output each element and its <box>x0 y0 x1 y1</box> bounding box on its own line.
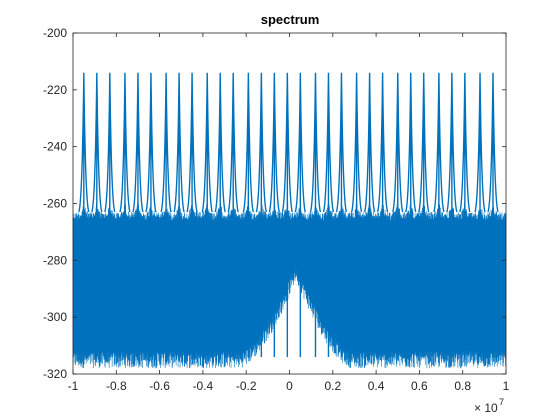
spectrum-peak <box>201 72 213 357</box>
spectrum-peak <box>242 72 255 357</box>
x-tick-label: 1 <box>503 379 510 393</box>
spectrum-peak <box>78 72 90 357</box>
spectrum-peak <box>433 72 445 357</box>
plot-area <box>72 72 507 369</box>
spectrum-peak <box>363 72 376 357</box>
spectrum-peak <box>487 72 499 357</box>
spectrum-peak <box>474 72 486 357</box>
y-tick-label: -240 <box>43 140 67 154</box>
x-tick-label: 0.8 <box>454 379 471 393</box>
spectrum-peak <box>119 72 131 357</box>
spectrum-series-line <box>72 198 507 369</box>
spectrum-peak <box>160 72 172 357</box>
spectrum-peak <box>91 72 103 357</box>
x-tick-label: -0.6 <box>149 379 170 393</box>
spectrum-peak <box>268 72 281 357</box>
y-tick-label: -200 <box>43 26 67 40</box>
spectrum-peak <box>405 72 417 357</box>
spectrum-peak <box>104 72 116 357</box>
y-tick-label: -220 <box>43 83 67 97</box>
spectrum-peak <box>173 72 185 357</box>
spectrum-peak <box>294 72 307 357</box>
y-tick-label: -260 <box>43 197 67 211</box>
spectrum-peak <box>322 72 335 357</box>
x-tick-label: 0.2 <box>324 379 341 393</box>
x-exponent-base: × 10 <box>474 401 498 415</box>
spectrum-peak <box>281 72 294 357</box>
spectrum-peak <box>309 72 322 357</box>
x-tick-label: 0.4 <box>368 379 385 393</box>
x-tick-label: 0.6 <box>411 379 428 393</box>
spectrum-peak <box>145 72 157 357</box>
x-tick-label: -0.8 <box>106 379 127 393</box>
x-exponent-power: 7 <box>499 397 504 407</box>
y-tick-label: -320 <box>43 367 67 381</box>
x-tick-label: -1 <box>68 379 79 393</box>
chart-title: spectrum <box>261 12 320 27</box>
spectrum-peak <box>186 72 198 357</box>
x-tick-label: 0 <box>286 379 293 393</box>
spectrum-peak <box>227 72 239 357</box>
y-axis: -320 -300 -280 -260 -240 -220 -200 <box>43 26 506 381</box>
x-axis-exponent: × 10 7 <box>474 397 504 415</box>
spectrum-peak <box>446 72 458 357</box>
y-tick-label: -280 <box>43 253 67 267</box>
y-tick-label: -300 <box>43 310 67 324</box>
x-axis: -1 -0.8 -0.6 -0.4 -0.2 0 0.2 0.4 0.6 0.8 1 <box>68 33 510 393</box>
x-tick-label: -0.2 <box>236 379 257 393</box>
spectrum-peak <box>418 72 430 357</box>
spectrum-peak <box>376 72 389 357</box>
spectrum-peak <box>214 72 226 357</box>
spectrum-peak <box>132 72 144 357</box>
spectrum-peak <box>335 72 348 357</box>
spectrum-peak <box>392 72 404 357</box>
spectrum-peak <box>459 72 471 357</box>
x-tick-label: -0.4 <box>193 379 214 393</box>
spectrum-peak <box>255 72 268 357</box>
spectrum-peak <box>350 72 363 357</box>
